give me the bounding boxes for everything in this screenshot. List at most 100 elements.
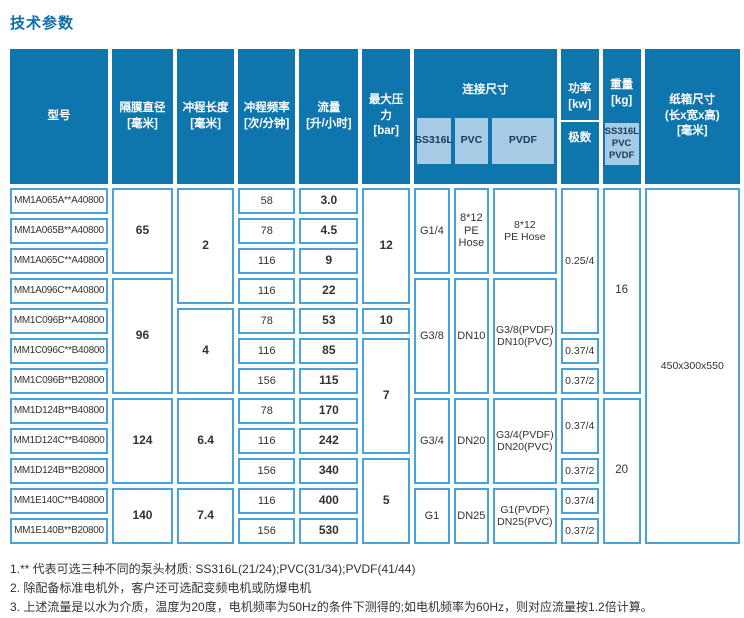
footnote-3: 3. 上述流量是以水为介质，温度为20度，电机频率为50Hz的条件下测得的;如电…	[10, 600, 653, 615]
cell-pressure: 7	[362, 338, 410, 455]
cell-pvdf: G3/8(PVDF) DN10(PVC)	[492, 278, 557, 395]
cell-model: MM1E140C**B40800	[10, 488, 108, 515]
cell-model: MM1E140B**B20800	[10, 518, 108, 545]
cell-frequency: 156	[238, 518, 296, 545]
cell-flow: 85	[299, 338, 359, 365]
header-model: 型号	[10, 49, 108, 185]
table-row: MM1C096B**A40800 4 78 53 10	[10, 308, 740, 395]
cell-pvc: DN20	[453, 398, 489, 485]
table-row: MM1D124C**B40800 116 242	[10, 428, 740, 455]
cell-flow: 4.5	[299, 218, 359, 245]
cell-pressure: 10	[362, 308, 410, 335]
cell-flow: 242	[299, 428, 359, 455]
cell-power: 0.37/2	[560, 368, 599, 395]
cell-pvdf: 8*12 PE Hose	[492, 188, 557, 275]
header-connection-ss316l: SS316L	[415, 117, 453, 164]
table-row: MM1D124B**B40800 124 6.4 78 170 G3/4 DN20 G3/4(…	[10, 398, 740, 545]
header-connection-label: 连接尺寸	[462, 84, 509, 97]
cell-flow: 9	[299, 248, 359, 275]
cell-stroke: 4	[177, 308, 235, 395]
header-max-pressure: 最大压力 [bar]	[362, 49, 410, 185]
cell-frequency: 78	[238, 218, 296, 245]
cell-diaphragm: 65	[111, 188, 174, 275]
cell-pvc: 8*12 PE Hose	[453, 188, 489, 275]
cell-model: MM1C096B**A40800	[10, 308, 108, 335]
cell-ss316l: G1	[413, 488, 450, 545]
cell-model: MM1A096C**A40800	[10, 278, 108, 305]
header-connection-pvdf: PVDF	[491, 117, 554, 164]
cell-weight: 20	[602, 398, 641, 545]
table-row: MM1A065A**A40800 65 2 58 3.0 12 G1/4 8*12 PE Ho…	[10, 188, 740, 545]
table-row: MM1C096B**B20800 156 115 0.37/2	[10, 368, 740, 395]
cell-frequency: 58	[238, 188, 296, 215]
cell-frequency: 116	[238, 488, 296, 515]
cell-power: 0.25/4	[560, 188, 599, 335]
cell-pvc: DN10	[453, 278, 489, 395]
footnotes: 1.** 代表可选三种不同的泵头材质: SS316L(21/24);PVC(31…	[10, 560, 744, 618]
cell-pvdf: G1(PVDF) DN25(PVC)	[492, 488, 557, 545]
spec-table-header: 型号 隔膜直径 [毫米] 冲程长度 [毫米] 冲程频率 [次/分钟] 流量 [升…	[10, 49, 740, 185]
cell-pressure: 12	[362, 188, 410, 305]
header-weight: 重量 [kg] SS316L PVC PVDF	[602, 49, 641, 185]
cell-diaphragm: 140	[111, 488, 174, 545]
header-weight-materials: SS316L PVC PVDF	[604, 122, 639, 165]
cell-power: 0.37/4	[560, 338, 599, 365]
table-row: MM1C096C**B40800 116 85 7 0.37/4	[10, 338, 740, 455]
cell-model: MM1A065A**A40800	[10, 188, 108, 215]
header-flow: 流量 [升/小时]	[299, 49, 359, 185]
cell-diaphragm: 124	[111, 398, 174, 485]
cell-stroke: 2	[177, 188, 235, 305]
header-power-divider	[560, 119, 599, 122]
cell-flow: 3.0	[299, 188, 359, 215]
header-connection-size: 连接尺寸 SS316L PVC PVDF	[413, 49, 557, 185]
cell-stroke: 7.4	[177, 488, 235, 545]
cell-model: MM1D124B**B20800	[10, 458, 108, 485]
cell-pvc: DN25	[453, 488, 489, 545]
cell-flow: 170	[299, 398, 359, 425]
cell-model: MM1D124C**B40800	[10, 428, 108, 455]
page-title: 技术参数	[10, 15, 75, 32]
cell-flow: 340	[299, 458, 359, 485]
cell-carton: 450x300x550	[644, 188, 740, 545]
cell-frequency: 116	[238, 338, 296, 365]
cell-flow: 22	[299, 278, 359, 305]
footnote-1: 1.** 代表可选三种不同的泵头材质: SS316L(21/24);PVC(31…	[10, 562, 416, 577]
table-row: MM1A096C**A40800 96 116 22 G3/8 DN10 G3/8(PVDF…	[10, 278, 740, 395]
header-connection-pvc: PVC	[454, 117, 488, 164]
header-connection-inner: 连接尺寸 SS316L PVC PVDF	[414, 65, 557, 169]
cell-flow: 115	[299, 368, 359, 395]
header-pole-label: 极数	[568, 131, 592, 144]
cell-ss316l: G3/4	[413, 398, 450, 485]
cell-pressure: 5	[362, 458, 410, 545]
cell-stroke: 6.4	[177, 398, 235, 485]
header-weight-label: 重量 [kg]	[610, 79, 634, 107]
cell-power: 0.37/4	[560, 488, 599, 515]
table-row: MM1A065B**A40800 78 4.5	[10, 218, 740, 245]
header-power: 功率 [kw] 极数	[560, 49, 599, 185]
table-row: MM1E140C**B40800 140 7.4 116 400 G1 DN25 G1(PVD…	[10, 488, 740, 545]
cell-frequency: 78	[238, 308, 296, 335]
spec-table: 型号 隔膜直径 [毫米] 冲程长度 [毫米] 冲程频率 [次/分钟] 流量 [升…	[6, 45, 744, 548]
header-stroke-length: 冲程长度 [毫米]	[177, 49, 235, 185]
cell-model: MM1D124B**B40800	[10, 398, 108, 425]
cell-frequency: 78	[238, 398, 296, 425]
table-row: MM1D124B**B20800 156 340 5 0.37/2	[10, 458, 740, 545]
header-power-inner: 功率 [kw] 极数	[560, 65, 599, 169]
header-stroke-frequency: 冲程频率 [次/分钟]	[238, 49, 296, 185]
cell-flow: 53	[299, 308, 359, 335]
table-row: MM1E140B**B20800 156 530 0.37/2	[10, 518, 740, 545]
cell-frequency: 156	[238, 368, 296, 395]
header-power-label: 功率 [kw]	[568, 83, 592, 111]
cell-frequency: 116	[238, 278, 296, 305]
cell-frequency: 116	[238, 428, 296, 455]
table-row: MM1A065C**A40800 116 9	[10, 248, 740, 275]
cell-flow: 400	[299, 488, 359, 515]
footnote-2: 2. 除配备标准电机外，客户还可选配变频电机或防爆电机	[10, 581, 312, 596]
cell-ss316l: G3/8	[413, 278, 450, 395]
header-diaphragm: 隔膜直径 [毫米]	[111, 49, 174, 185]
cell-power: 0.37/2	[560, 518, 599, 545]
header-row: 型号 隔膜直径 [毫米] 冲程长度 [毫米] 冲程频率 [次/分钟] 流量 [升…	[10, 49, 740, 185]
cell-model: MM1A065C**A40800	[10, 248, 108, 275]
cell-flow: 530	[299, 518, 359, 545]
cell-model: MM1C096C**B40800	[10, 338, 108, 365]
